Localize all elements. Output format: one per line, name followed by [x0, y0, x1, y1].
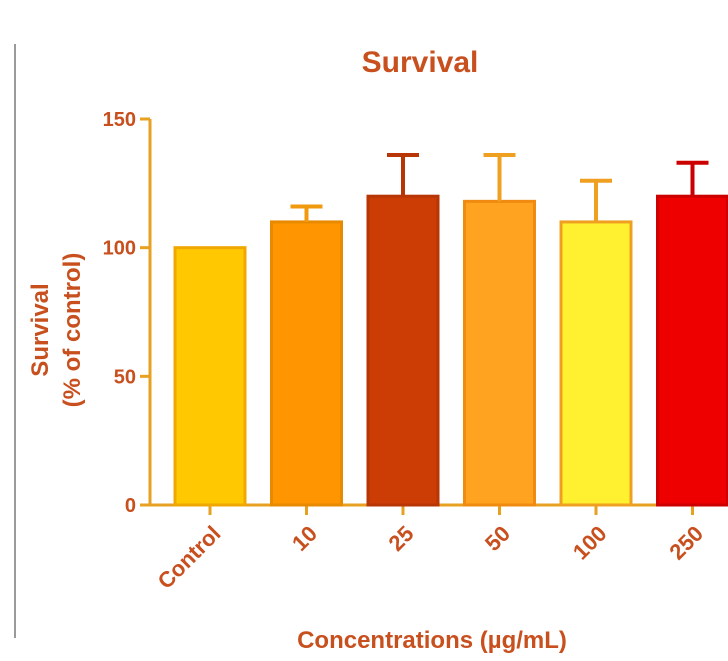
x-category-label: 25: [384, 521, 419, 556]
error-bar-25: [387, 153, 419, 197]
x-categories: Control 10 25 50 100 250: [153, 521, 708, 594]
x-category-label: 250: [664, 521, 708, 565]
error-bar-50: [483, 153, 516, 202]
y-ticks: 0 50 100 150: [103, 109, 150, 517]
bar-25: [366, 194, 440, 507]
y-tick-label: 50: [114, 366, 136, 388]
y-tick-label: 100: [103, 238, 136, 260]
y-axis-label-line1: Survival: [27, 283, 54, 376]
y-tick-label: 150: [103, 109, 136, 131]
error-bar-250: [676, 160, 709, 197]
x-category-label: 50: [480, 521, 515, 556]
error-bar-100: [580, 178, 612, 222]
bar-control: [173, 246, 247, 507]
y-axis-label-line2: (% of control): [59, 253, 86, 408]
chart-title: Survival: [362, 46, 479, 79]
x-axis-label: Concentrations (µg/mL): [297, 627, 567, 654]
bar-50: [463, 199, 536, 507]
bars: [173, 194, 728, 507]
left-divider-line: [14, 44, 16, 638]
y-axis-label: Survival (% of control): [27, 253, 86, 408]
error-bars: [290, 153, 709, 222]
bar-100: [559, 220, 633, 507]
bar-250: [656, 194, 728, 507]
x-category-label: 10: [287, 521, 322, 556]
y-tick-label: 0: [125, 495, 136, 517]
x-category-label: 100: [568, 521, 612, 565]
bar-10: [270, 220, 343, 507]
error-bar-10: [290, 204, 323, 222]
x-category-label: Control: [153, 521, 226, 594]
